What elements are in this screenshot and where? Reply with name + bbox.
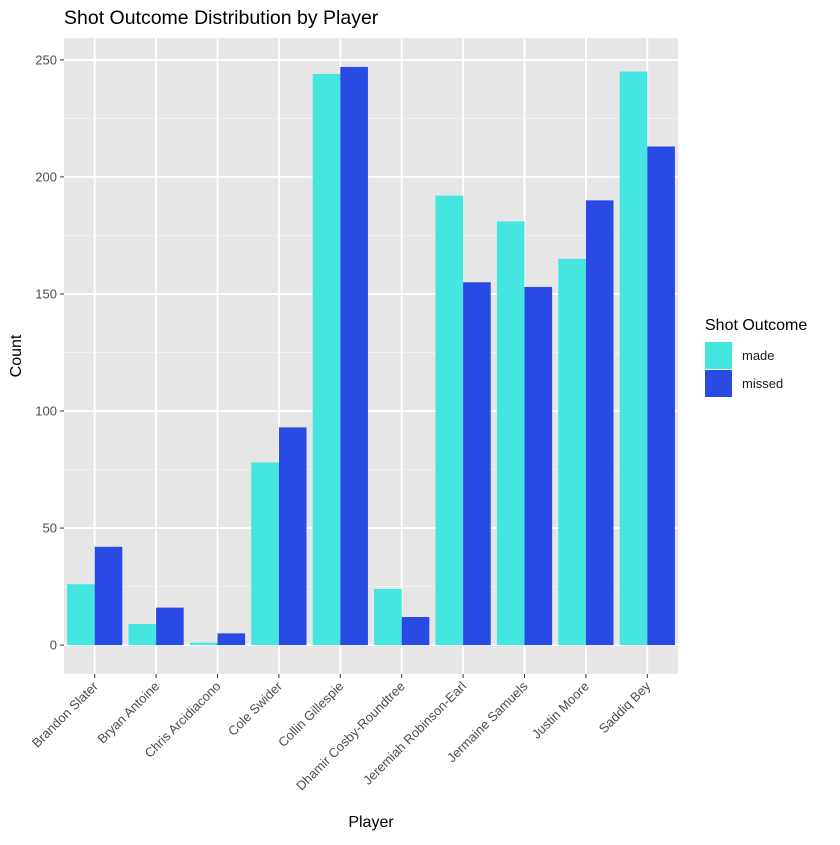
bar-missed <box>94 546 123 646</box>
bar-made <box>496 221 525 646</box>
y-axis-ticks: 0 50 100 150 200 250 <box>35 52 64 653</box>
legend-label-made: made <box>742 348 775 363</box>
bar-missed <box>156 607 184 646</box>
y-tick-label: 200 <box>35 169 57 184</box>
chart-title: Shot Outcome Distribution by Player <box>64 7 379 29</box>
x-tick-label: Dhamir Cosby-Roundtree <box>293 679 408 794</box>
bar-missed <box>524 286 553 646</box>
bar-made <box>619 71 648 646</box>
bar-missed <box>647 146 675 646</box>
bar-made <box>128 624 157 646</box>
x-tick-label: Jeremiah Robinson-Earl <box>360 678 469 787</box>
bar-made <box>374 588 402 646</box>
y-tick-label: 100 <box>35 404 57 419</box>
x-tick-label: Justin Moore <box>529 679 592 742</box>
x-tick-label: Cole Swider <box>225 678 286 739</box>
legend-key-missed <box>705 370 732 397</box>
x-tick-label: Bryan Antoine <box>94 679 162 747</box>
bar-missed <box>401 617 430 646</box>
bar-missed <box>278 427 307 646</box>
x-tick-label: Saddiq Bey <box>596 678 654 736</box>
bar-made <box>67 584 95 646</box>
y-tick-label: 250 <box>35 52 57 67</box>
legend: Shot Outcome made missed <box>705 317 807 397</box>
bar-made <box>435 195 464 646</box>
legend-title: Shot Outcome <box>705 317 807 334</box>
y-axis-title: Count <box>8 334 25 377</box>
bar-missed <box>217 633 246 646</box>
bars <box>67 66 675 646</box>
x-tick-label: Brandon Slater <box>29 678 101 750</box>
y-tick-label: 50 <box>43 521 57 536</box>
bar-missed <box>340 66 368 646</box>
bar-made <box>189 642 218 646</box>
legend-key-made <box>705 342 732 369</box>
y-tick-label: 0 <box>50 638 57 653</box>
bar-missed <box>585 200 614 646</box>
legend-label-missed: missed <box>742 376 783 391</box>
bar-made <box>558 258 586 646</box>
y-tick-label: 150 <box>35 286 57 301</box>
x-axis-title: Player <box>348 814 394 831</box>
bar-missed <box>463 282 491 646</box>
bar-made <box>312 73 341 646</box>
bar-made <box>251 462 279 646</box>
